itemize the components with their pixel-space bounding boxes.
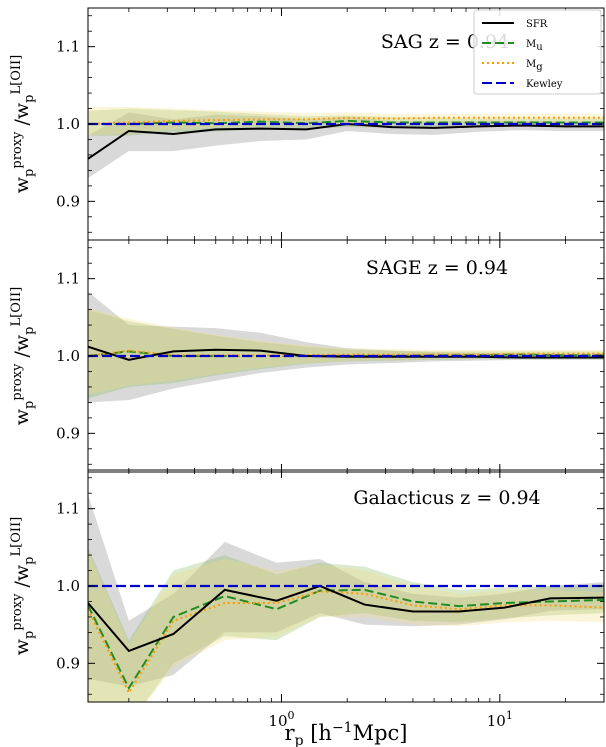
x-tick-label: 101 [487,709,513,730]
ylabel-sup1: proxy [10,131,25,169]
ylabel-sup1: proxy [10,593,25,631]
ylabel-sup1: proxy [10,363,25,401]
xlabel-r: r [285,721,296,745]
legend-label-sub: g [536,62,543,73]
band-mg [88,551,604,702]
panel-title: SAGE z = 0.94 [366,257,508,279]
legend-label-main: SFR [526,19,548,30]
line-sfr [88,584,604,653]
x-tick-exponent: 1 [506,709,513,722]
ylabel-w2: /w [11,564,33,593]
x-tick-base: 10 [487,712,506,730]
ylabel-sub2: p [22,327,37,335]
y-axis-label: wpproxy /wpL[OII] [9,55,37,193]
x-tick-base: 10 [268,712,287,730]
band-sfr [88,291,604,403]
legend-label: SFR [526,19,548,30]
ylabel-sub1: p [22,401,37,409]
xlabel-unit: Mpc] [353,721,408,745]
ylabel-w1: w [11,408,33,425]
y-tick-label: 0.9 [56,424,80,442]
ylabel-sub1: p [22,169,37,177]
ylabel-sup2: L[OII] [9,55,24,95]
legend-label-main: Kewley [526,79,563,90]
legend-label-main: M [526,59,536,70]
y-tick-label: 1.0 [56,347,80,365]
line-mg [88,116,604,125]
ylabel-w1: w [11,176,33,193]
panel-title: Galacticus z = 0.94 [353,487,540,509]
plot-area [88,494,604,702]
legend-label: Kewley [526,79,563,90]
ylabel-sub2: p [22,95,37,103]
xlabel-h: [h [304,721,332,745]
band-mg [88,308,604,395]
legend-label: Mu [526,39,543,53]
line-mu [88,588,604,691]
ylabel-sup2: L[OII] [9,517,24,557]
y-axis-label-text: wpproxy /wpL[OII] [9,517,37,655]
y-tick-label: 0.9 [56,654,80,672]
ylabel-sub2: p [22,557,37,565]
y-tick-label: 0.9 [56,192,80,210]
legend-box [473,9,602,95]
y-axis-label: wpproxy /wpL[OII] [9,287,37,425]
plot-area [88,106,604,179]
plot-area [88,291,604,403]
y-tick-label: 1.1 [56,500,80,518]
y-axis-label: wpproxy /wpL[OII] [9,517,37,655]
line-mg [88,590,604,695]
ylabel-sub1: p [22,631,37,639]
y-tick-label: 1.1 [56,38,80,56]
ylabel-w2: /w [11,102,33,131]
ylabel-w1: w [11,638,33,655]
legend-label-main: M [526,39,536,50]
y-tick-label: 1.0 [56,115,80,133]
legend-label-sub: u [536,42,543,53]
xlabel-sub: p [295,733,304,747]
y-tick-label: 1.0 [56,577,80,595]
x-axis-label-text: rp [h−1Mpc] [285,720,408,747]
x-tick-label: 100 [268,709,294,730]
ylabel-w2: /w [11,334,33,363]
x-tick-exponent: 0 [288,709,295,722]
line-mu [88,119,604,125]
ylabel-sup2: L[OII] [9,287,24,327]
y-tick-label: 1.1 [56,270,80,288]
band-mu [88,309,604,399]
x-axis-label: rp [h−1Mpc] [285,720,408,747]
band-mg [88,106,604,136]
y-axis-label-text: wpproxy /wpL[OII] [9,55,37,193]
legend-label: Mg [526,59,543,73]
xlabel-exp: −1 [332,720,353,736]
y-axis-label-text: wpproxy /wpL[OII] [9,287,37,425]
